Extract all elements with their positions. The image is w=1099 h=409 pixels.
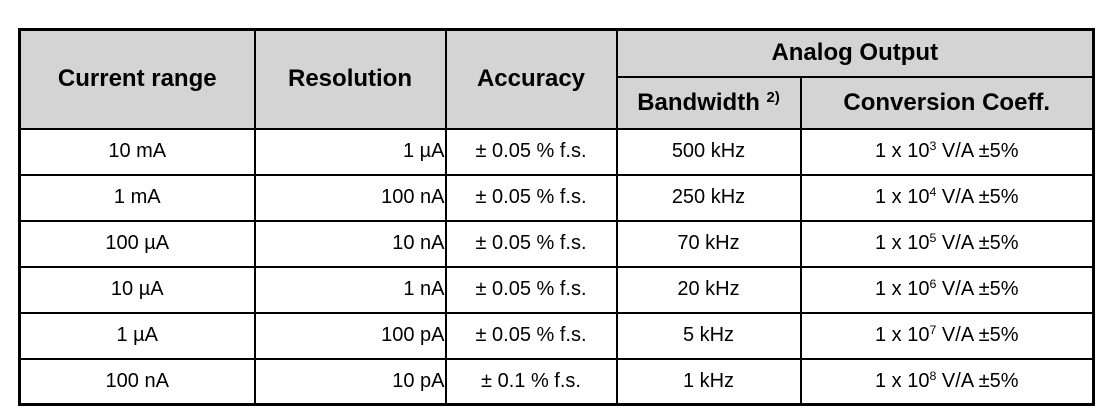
- cell-conversion-coeff: 1 x 108 V/A ±5%: [799, 357, 1095, 406]
- cell-current-range: 100 µA: [18, 219, 256, 268]
- table-row: 10 µA 1 nA ± 0.05 % f.s. 20 kHz 1 x 106 V/A …: [18, 265, 1095, 314]
- header-accuracy: Accuracy: [444, 28, 618, 130]
- conversion-base: 1 x 10: [874, 324, 930, 346]
- cell-bandwidth: 500 kHz: [615, 127, 802, 176]
- conversion-exponent: 4: [929, 185, 937, 200]
- conversion-unit: V/A ±5%: [936, 278, 1019, 300]
- conversion-unit: V/A ±5%: [936, 140, 1019, 162]
- table-row: 1 µA 100 pA ± 0.05 % f.s. 5 kHz 1 x 107 V/A …: [18, 311, 1095, 360]
- conversion-exponent: 6: [929, 277, 937, 292]
- table-header: Current range Resolution Accuracy Analog…: [18, 28, 1095, 130]
- conversion-unit: V/A ±5%: [936, 324, 1019, 346]
- cell-resolution: 10 pA: [253, 357, 447, 406]
- conversion-base: 1 x 10: [874, 140, 930, 162]
- table-row: 1 mA 100 nA ± 0.05 % f.s. 250 kHz 1 x 104 V/…: [18, 173, 1095, 222]
- cell-resolution: 1 nA: [253, 265, 447, 314]
- footnote-marker: 2): [766, 89, 780, 106]
- header-row-1: Current range Resolution Accuracy Analog…: [18, 28, 1095, 130]
- cell-accuracy: ± 0.05 % f.s.: [444, 311, 618, 360]
- cell-current-range: 100 nA: [18, 357, 256, 406]
- table-row: 100 µA 10 nA ± 0.05 % f.s. 70 kHz 1 x 105 V/…: [18, 219, 1095, 268]
- cell-current-range: 10 mA: [18, 127, 256, 176]
- table-row: 10 mA 1 µA ± 0.05 % f.s. 500 kHz 1 x 103 V/A…: [18, 127, 1095, 176]
- specification-table: Current range Resolution Accuracy Analog…: [18, 28, 1096, 406]
- cell-accuracy: ± 0.05 % f.s.: [444, 219, 618, 268]
- cell-conversion-coeff: 1 x 107 V/A ±5%: [799, 311, 1095, 360]
- header-resolution: Resolution: [253, 28, 447, 130]
- cell-bandwidth: 5 kHz: [615, 311, 802, 360]
- cell-accuracy: ± 0.05 % f.s.: [444, 127, 618, 176]
- conversion-unit: V/A ±5%: [936, 369, 1019, 392]
- conversion-base: 1 x 10: [874, 278, 930, 300]
- cell-resolution: 100 pA: [253, 311, 447, 360]
- header-conversion-coeff: Conversion Coeff.: [799, 75, 1095, 130]
- conversion-base: 1 x 10: [874, 186, 930, 208]
- conversion-exponent: 5: [929, 231, 937, 246]
- cell-current-range: 1 µA: [18, 311, 256, 360]
- cell-resolution: 10 nA: [253, 219, 447, 268]
- cell-bandwidth: 70 kHz: [615, 219, 802, 268]
- conversion-base: 1 x 10: [874, 369, 930, 392]
- conversion-unit: V/A ±5%: [936, 232, 1019, 254]
- conversion-unit: V/A ±5%: [936, 186, 1019, 208]
- conversion-exponent: 3: [929, 139, 937, 154]
- cell-accuracy: ± 0.05 % f.s.: [444, 265, 618, 314]
- cell-conversion-coeff: 1 x 106 V/A ±5%: [799, 265, 1095, 314]
- cell-current-range: 1 mA: [18, 173, 256, 222]
- cell-resolution: 100 nA: [253, 173, 447, 222]
- cell-bandwidth: 1 kHz: [615, 357, 802, 406]
- conversion-exponent: 8: [929, 368, 937, 383]
- cell-conversion-coeff: 1 x 104 V/A ±5%: [799, 173, 1095, 222]
- table-body: 10 mA 1 µA ± 0.05 % f.s. 500 kHz 1 x 103 V/A…: [18, 127, 1095, 406]
- table-row: 100 nA 10 pA ± 0.1 % f.s. 1 kHz 1 x 108 V/A …: [18, 357, 1095, 406]
- conversion-base: 1 x 10: [874, 232, 930, 254]
- cell-conversion-coeff: 1 x 103 V/A ±5%: [799, 127, 1095, 176]
- cell-bandwidth: 250 kHz: [615, 173, 802, 222]
- header-bandwidth-label: Bandwidth: [637, 88, 760, 116]
- conversion-exponent: 7: [929, 323, 937, 338]
- cell-current-range: 10 µA: [18, 265, 256, 314]
- cell-resolution: 1 µA: [253, 127, 447, 176]
- header-row-2: Bandwidth 2) Conversion Coeff.: [20, 75, 1095, 130]
- cell-accuracy: ± 0.05 % f.s.: [444, 173, 618, 222]
- cell-bandwidth: 20 kHz: [615, 265, 802, 314]
- cell-accuracy: ± 0.1 % f.s.: [444, 357, 618, 406]
- header-current-range: Current range: [18, 28, 256, 130]
- header-analog-output: Analog Output: [615, 28, 1095, 78]
- cell-conversion-coeff: 1 x 105 V/A ±5%: [799, 219, 1095, 268]
- header-bandwidth: Bandwidth 2): [615, 75, 802, 130]
